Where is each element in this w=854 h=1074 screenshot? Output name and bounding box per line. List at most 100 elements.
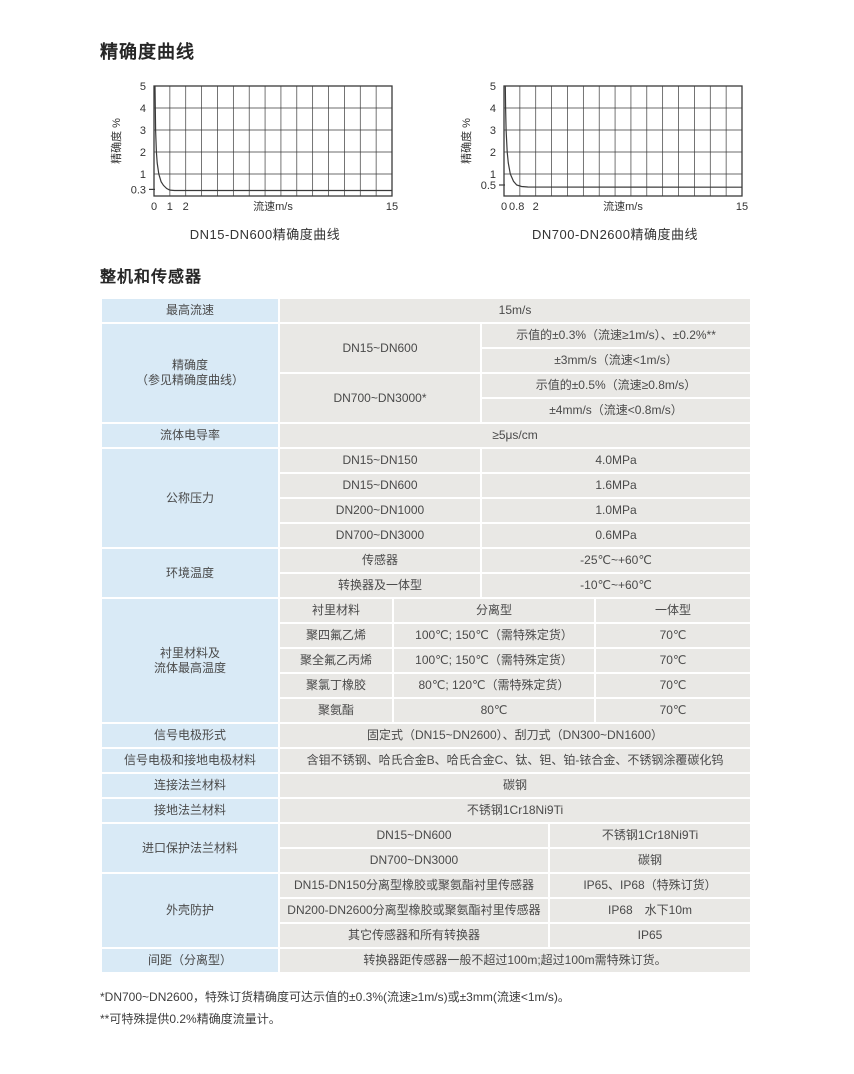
chart-caption: DN15-DN600精确度曲线 [189,227,341,242]
spec-material-cell: 聚全氟乙丙烯 [280,649,392,672]
spec-value-cell: 碳钢 [280,774,750,797]
svg-text:2: 2 [533,201,539,213]
chart-dn700-dn2600: 5 4 3 2 1 0.5 0 0.8 2 15 流速m/s 精确度 % DN700-DN2600精确… [450,78,750,243]
table-row: 进口保护法兰材料 DN15~DN600 不锈钢1Cr18Ni9Ti [102,824,750,872]
spec-value-cell: 固定式（DN15~DN2600）、刮刀式（DN300~DN1600） [280,724,750,747]
spec-range-cell: DN700~DN3000* [280,374,480,422]
table-row: 接地法兰材料 不锈钢1Cr18Ni9Ti [102,799,750,822]
svg-text:5: 5 [140,81,146,93]
spec-label-line: 精确度 [171,358,208,372]
spec-value-cell: 15m/s [280,299,750,322]
spec-value-cell: 1.6MPa [482,474,750,497]
spec-value-cell: 70℃ [596,649,750,672]
svg-text:精确度 %: 精确度 % [109,118,123,164]
spec-value-cell: 不锈钢1Cr18Ni9Ti [280,799,750,822]
spec-section-title: 整机和传感器 [100,269,203,286]
spec-value-cell: ±3mm/s（流速<1m/s） [482,349,750,372]
table-row: 信号电极和接地电极材料 含钼不锈钢、哈氏合金B、哈氏合金C、钛、钽、铂-铱合金、… [102,749,750,772]
spec-label-cell: 环境温度 [102,549,278,597]
table-row: ±4mm/s（流速<0.8m/s） [102,399,750,422]
spec-value-cell: ≥5μs/cm [280,424,750,447]
svg-text:1: 1 [140,169,146,181]
spec-value-cell: 不锈钢1Cr18Ni9Ti [550,824,750,847]
accuracy-chart-dn700-dn2600-svg: 5 4 3 2 10.5 0 0.8 2 15 流速m/s 精确度 % [459,81,748,213]
table-row: DN200-DN2600分离型橡胶或聚氨酯衬里传感器 IP68 水下10m [102,899,750,922]
spec-range-cell: DN15~DN600 [280,324,480,372]
footnote-2: **可特殊提供0.2%精确度流量计。 [100,1012,281,1026]
spec-value-cell: IP65、IP68（特殊订货） [550,874,750,897]
spec-value-cell: 1.0MPa [482,499,750,522]
table-row: 外壳防护 DN15-DN150分离型橡胶或聚氨酯衬里传感器 IP65、IP68（… [102,874,750,947]
spec-value-cell: 含钼不锈钢、哈氏合金B、哈氏合金C、钛、钽、铂-铱合金、不锈钢涂覆碳化钨 [280,749,750,772]
svg-text:0.3: 0.3 [131,184,146,196]
table-row: 最高流速 15m/s [102,299,750,322]
table-row: 转换器及一体型 -10℃~+60℃ [102,574,750,597]
table-row: DN200~DN1000 1.0MPa [102,499,750,522]
spec-value-cell: 80℃ [394,699,594,722]
spec-label-cell: 间距（分离型） [102,949,278,972]
svg-text:流速m/s: 流速m/s [603,199,643,213]
table-row: 聚氯丁橡胶 80℃; 120℃（需特殊定货） 70℃ [102,674,750,697]
spec-label-cell: 接地法兰材料 [102,799,278,822]
charts-row: 5 4 3 2 1 0.3 0 1 2 15 流速m/s 精确度 % DN15-DN600精确度曲线 … [100,78,750,243]
spec-label-cell: 进口保护法兰材料 [102,824,278,872]
spec-range-cell: 转换器及一体型 [280,574,480,597]
spec-value-cell: 100℃; 150℃（需特殊定货） [394,624,594,647]
svg-text:15: 15 [736,201,748,213]
svg-text:4: 4 [140,103,146,115]
table-row: 衬里材料及 流体最高温度 衬里材料 分离型 一体型 [102,599,750,722]
svg-text:流速m/s: 流速m/s [253,199,293,213]
spec-value-cell: 示值的±0.5%（流速≥0.8m/s） [482,374,750,397]
spec-range-cell: DN15~DN600 [280,474,480,497]
spec-range-cell: 传感器 [280,549,480,572]
spec-range-cell: DN200-DN2600分离型橡胶或聚氨酯衬里传感器 [280,899,548,922]
spec-value-cell: ±4mm/s（流速<0.8m/s） [482,399,750,422]
spec-range-cell: DN15~DN150 [280,449,480,472]
spec-label-cell: 流体电导率 [102,424,278,447]
table-row: 聚四氟乙烯 100℃; 150℃（需特殊定货） 70℃ [102,624,750,647]
svg-text:0: 0 [151,201,157,213]
spec-value-cell: 示值的±0.3%（流速≥1m/s）、±0.2%** [482,324,750,347]
spec-label-line: 衬里材料及 [159,645,220,660]
svg-text:15: 15 [386,201,398,213]
spec-range-cell: DN700~DN3000 [280,524,480,547]
table-row: 精确度 （参见精确度曲线） DN15~DN600 示值的±0.3%（流速≥1m/… [102,324,750,422]
spec-material-cell: 聚氯丁橡胶 [280,674,392,697]
table-row: 聚全氟乙丙烯 100℃; 150℃（需特殊定货） 70℃ [102,649,750,672]
spec-range-cell: DN200~DN1000 [280,499,480,522]
svg-text:2: 2 [490,147,496,159]
spec-label-cell: 衬里材料及 流体最高温度 [102,599,278,722]
svg-text:0.8: 0.8 [509,201,524,213]
table-row: 公称压力 DN15~DN150 4.0MPa [102,449,750,547]
spec-table: 最高流速 15m/s 精确度 （参见精确度曲线） DN15~DN600 示值的±… [100,297,752,974]
spec-label-cell: 信号电极形式 [102,724,278,747]
chart-caption: DN700-DN2600精确度曲线 [532,227,698,242]
footnotes: *DN700~DN2600，特殊订货精确度可达示值的±0.3%(流速≥1m/s)… [100,988,854,1028]
spec-material-cell: 聚四氟乙烯 [280,624,392,647]
spec-value-cell: IP65 [550,924,750,947]
svg-text:5: 5 [490,81,496,93]
table-row: 信号电极形式 固定式（DN15~DN2600）、刮刀式（DN300~DN1600… [102,724,750,747]
svg-text:精确度 %: 精确度 % [459,118,473,164]
table-row: 聚氨酯 80℃ 70℃ [102,699,750,722]
spec-label-cell: 最高流速 [102,299,278,322]
spec-subheader-cell: 分离型 [394,599,594,622]
table-row: ±3mm/s（流速<1m/s） [102,349,750,372]
spec-subheader-cell: 一体型 [596,599,750,622]
spec-value-cell: 碳钢 [550,849,750,872]
spec-value-cell: 80℃; 120℃（需特殊定货） [394,674,594,697]
table-row: DN700~DN3000 0.6MPa [102,524,750,547]
spec-value-cell: 100℃; 150℃（需特殊定货） [394,649,594,672]
svg-text:3: 3 [490,125,496,137]
spec-value-cell: 70℃ [596,674,750,697]
table-row: 流体电导率 ≥5μs/cm [102,424,750,447]
spec-value-cell: 0.6MPa [482,524,750,547]
table-row: 其它传感器和所有转换器 IP65 [102,924,750,947]
table-row: 间距（分离型） 转换器距传感器一般不超过100m;超过100m需特殊订货。 [102,949,750,972]
svg-text:0.5: 0.5 [481,180,496,192]
spec-label-cell: 连接法兰材料 [102,774,278,797]
svg-text:2: 2 [183,201,189,213]
spec-range-cell: DN15~DN600 [280,824,548,847]
spec-value-cell: 转换器距传感器一般不超过100m;超过100m需特殊订货。 [280,949,750,972]
